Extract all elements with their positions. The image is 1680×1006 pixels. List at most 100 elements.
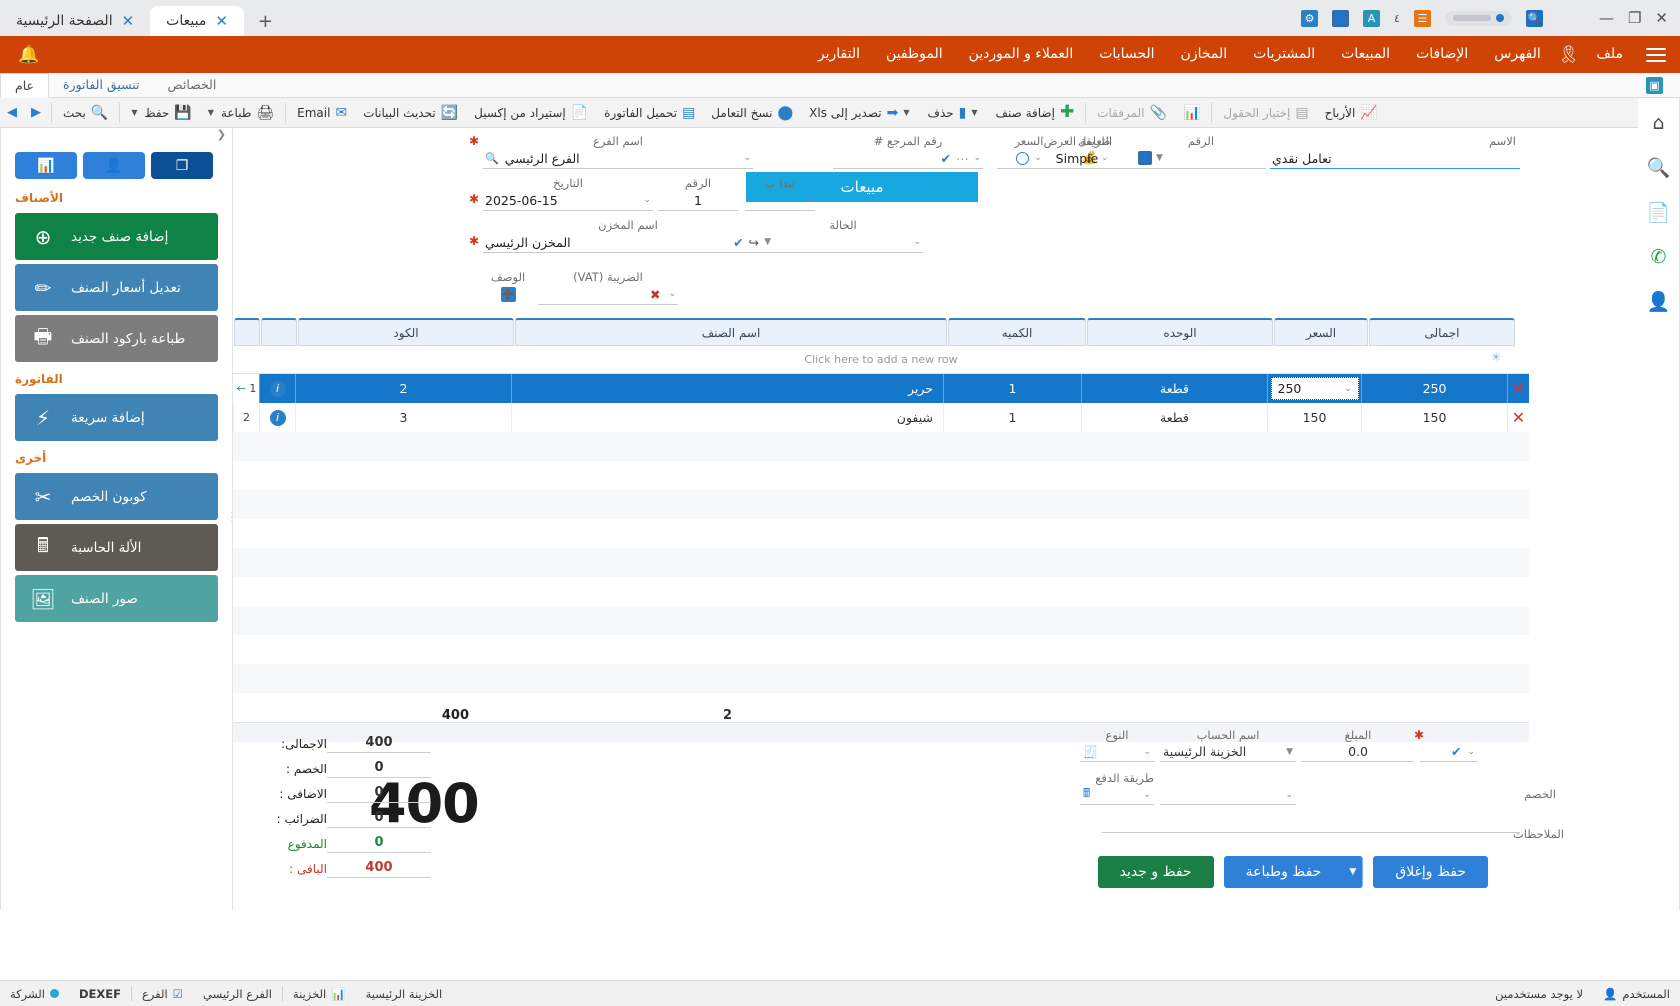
status-select[interactable]: ⌄ — [763, 232, 923, 253]
menu-item-accounts[interactable]: الحسابات — [1099, 46, 1155, 62]
segment-chart-button[interactable]: 📊 — [15, 152, 77, 179]
toolbar-print[interactable]: 🖨 طباعة ▼ — [200, 98, 282, 128]
orange-doc-icon[interactable]: ☰ — [1413, 9, 1431, 27]
cell-qty[interactable]: 1 — [943, 403, 1081, 432]
tab-home[interactable]: ✕ الصفحة الرئيسية — [0, 6, 151, 36]
chevron-down-icon[interactable]: ▼ — [1156, 153, 1163, 163]
toolbar-import-excel[interactable]: 📄 إستيراد من إكسيل — [466, 98, 596, 128]
payment-account-select[interactable]: ▼ الخزينة الرئيسية — [1160, 742, 1296, 762]
chevron-down-icon[interactable]: ⌄ — [1101, 153, 1109, 163]
status-user[interactable]: المستخدم 👤 — [1593, 981, 1680, 1006]
chevron-down-icon[interactable]: ⌄ — [973, 153, 981, 163]
start-with-select[interactable]: ⌄ — [745, 190, 815, 211]
display-method-select[interactable]: Simple — [997, 148, 1157, 169]
tab-general[interactable]: عام — [0, 72, 50, 98]
table-row[interactable]: 2 i 3 شيفون 1 قطعة 150 150 ✕ — [233, 403, 1529, 432]
chevron-down-icon[interactable]: ⌄ — [1143, 789, 1151, 800]
description-add-button[interactable]: ➕ — [483, 284, 533, 305]
doc-number-input[interactable]: 1 — [658, 190, 738, 211]
date-input[interactable]: ⌄ 2025-06-15 — [483, 190, 653, 211]
grid-filter-icon[interactable]: ✳ — [1491, 350, 1502, 364]
menu-item-stores[interactable]: المخازن — [1180, 46, 1228, 62]
sidebar-calculator-button[interactable]: 🖩 الألة الحاسبة — [15, 524, 218, 571]
chevron-down-icon[interactable]: ⌄ — [805, 195, 813, 205]
sidebar-print-barcode-button[interactable]: 🖶 طباعة باركود الصنف — [15, 315, 218, 362]
save-and-new-button[interactable]: حفظ و جديد — [1097, 856, 1214, 888]
chevron-down-icon[interactable]: ⌄ — [1034, 153, 1042, 163]
cell-qty[interactable]: 1 — [943, 374, 1081, 403]
total-value[interactable]: 0 — [327, 835, 431, 853]
cell-code[interactable]: 2 — [295, 374, 511, 403]
chevron-down-icon[interactable]: ⌄ — [1343, 383, 1352, 394]
save-print-dropdown[interactable]: ▼ — [1343, 856, 1364, 888]
total-value[interactable]: 400 — [327, 735, 431, 753]
sidebar-discount-coupon-button[interactable]: ✂ كوبون الخصم — [15, 473, 218, 520]
chevron-down-icon[interactable]: ⌄ — [643, 195, 651, 205]
gear-icon[interactable]: ⚙ — [1301, 9, 1319, 27]
grid-header-price[interactable]: السعر — [1274, 318, 1368, 346]
status-treasury[interactable]: 📊 الخزينة — [283, 981, 356, 1006]
cell-item-name[interactable]: شيفون — [511, 403, 943, 432]
payment-confirm[interactable]: ⌄ ✔ — [1420, 742, 1478, 762]
pin-icon[interactable]: ▣ — [1646, 77, 1663, 94]
toolbar-copy-deal[interactable]: ⬤ نسخ التعامل — [703, 98, 801, 128]
grid-header-item-name[interactable]: اسم الصنف — [515, 318, 947, 346]
toolbar-add-item[interactable]: ✚ إضافة صنف — [988, 98, 1083, 128]
status-branch[interactable]: ☑ الفرع — [132, 981, 193, 1006]
toolbar-export-xls[interactable]: ▼ ➡ تصدير إلى Xls — [801, 98, 919, 128]
toolbar-profits-label[interactable]: 📈 الأرباح — [1317, 98, 1386, 128]
nav-next-button[interactable]: ◀ — [7, 105, 17, 120]
cell-price[interactable]: 150 — [1267, 403, 1361, 432]
teal-translate-icon[interactable]: A — [1363, 9, 1381, 27]
search-icon[interactable]: 🔍 — [485, 151, 499, 165]
home-icon[interactable]: ⌂ — [1652, 112, 1665, 134]
cell-unit[interactable]: قطعة — [1081, 403, 1267, 432]
branch-name-select[interactable]: ⌄ الفرع الرئيسي 🔍 — [483, 148, 753, 169]
number-input[interactable]: ▼ 👤 — [1136, 148, 1266, 169]
chevron-down-icon[interactable]: ⌄ — [668, 289, 676, 299]
menu-item-purchases[interactable]: المشتريات — [1253, 46, 1316, 62]
add-box-icon[interactable]: ➕ — [500, 287, 516, 302]
menu-item-addons[interactable]: الإضافات — [1416, 46, 1469, 62]
table-row[interactable]: 1 ← i 2 حرير 1 قطعة ⌄ 250 250 ✕ — [233, 374, 1529, 403]
clear-icon[interactable]: ✖ — [649, 286, 661, 302]
person-icon[interactable]: 👤 — [1332, 9, 1350, 27]
minimize-icon[interactable]: — — [1598, 8, 1614, 27]
segment-person-button[interactable]: 👤 — [83, 152, 145, 179]
toolbar-delete[interactable]: ▼ ▮ حذف — [920, 98, 988, 128]
hamburger-menu-icon[interactable] — [1646, 47, 1666, 62]
whatsapp-icon[interactable]: ✆ — [1650, 246, 1667, 268]
grid-header-qty[interactable]: الكميه — [948, 318, 1086, 346]
status-company[interactable]: الشركة — [0, 981, 69, 1006]
menu-item-sales[interactable]: المبيعات — [1341, 46, 1391, 62]
chevron-down-icon[interactable]: ▼ — [207, 108, 214, 117]
notes-input[interactable] — [1102, 813, 1520, 833]
toolbar-email[interactable]: ✉ Email — [289, 98, 355, 128]
toolbar-attachments[interactable]: 📎 المرفقات — [1089, 98, 1175, 128]
search-icon[interactable]: 🔍 — [1646, 157, 1671, 179]
chevron-down-icon[interactable]: ▼ — [971, 108, 978, 117]
cell-item-name[interactable]: حرير — [511, 374, 943, 403]
reference-number-input[interactable]: ⌄ ⋯ ✔ — [833, 148, 983, 169]
person-icon[interactable]: 👤 — [1138, 151, 1152, 165]
save-and-close-button[interactable]: حفظ وإغلاق — [1373, 856, 1488, 888]
grid-header-total[interactable]: اجمالى — [1369, 318, 1515, 346]
cell-price[interactable]: ⌄ 250 — [1267, 374, 1361, 403]
restore-icon[interactable]: ❐ — [1627, 8, 1642, 27]
menu-item-reports[interactable]: التقارير — [817, 46, 861, 62]
toolbar-profits[interactable]: 📊 — [1175, 98, 1208, 128]
chevron-down-icon[interactable]: ▼ — [764, 237, 771, 247]
nav-prev-button[interactable]: ▶ — [31, 105, 41, 120]
save-and-print-button[interactable]: حفظ وطباعة — [1223, 856, 1344, 888]
sidebar-add-new-item-button[interactable]: ⊕ إضافة صنف جديد — [15, 213, 218, 260]
segment-windows-button[interactable]: ❐ — [151, 152, 213, 179]
row-info-button[interactable]: i — [259, 374, 295, 403]
chevron-down-icon[interactable]: ⌄ — [1143, 746, 1151, 757]
vat-select[interactable]: ⌄ ✖ — [538, 284, 678, 305]
toolbar-load-invoice[interactable]: ▤ تحميل الفاتورة — [596, 98, 703, 128]
notification-bell-icon[interactable]: 🔔 — [18, 44, 40, 65]
payment-type-select[interactable]: ⌄ 🧾 — [1080, 742, 1154, 762]
sidebar-collapse-icon[interactable]: ❮ — [216, 128, 226, 141]
menu-item-file[interactable]: ملف — [1596, 46, 1623, 62]
close-icon[interactable]: ✕ — [1655, 8, 1668, 27]
